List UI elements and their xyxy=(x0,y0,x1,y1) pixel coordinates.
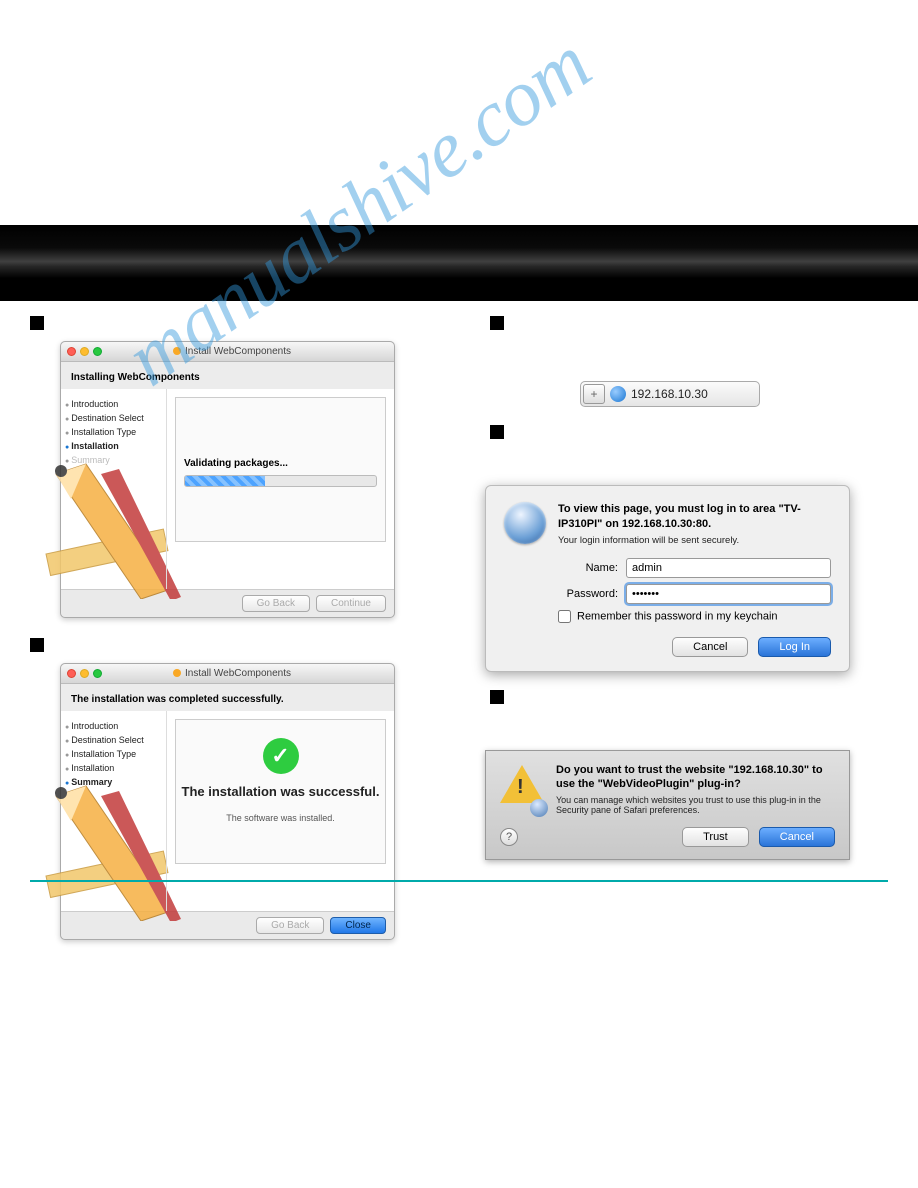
success-checkmark-icon: ✓ xyxy=(263,738,299,774)
step-label: Introduction xyxy=(71,721,118,731)
step-label: Destination Select xyxy=(71,413,144,423)
step-marker xyxy=(490,316,504,330)
installer-window-installing: Install WebComponents Installing WebComp… xyxy=(60,341,395,618)
progress-bar xyxy=(184,475,377,487)
window-title: Install WebComponents xyxy=(185,668,291,679)
step-marker xyxy=(490,425,504,439)
http-auth-dialog: To view this page, you must log in to ar… xyxy=(485,485,850,672)
password-label: Password: xyxy=(558,588,618,600)
browser-address-bar[interactable]: + 192.168.10.30 xyxy=(580,381,760,407)
installer-subtitle: Installing WebComponents xyxy=(71,368,384,389)
go-back-button[interactable]: Go Back xyxy=(256,917,324,934)
remember-checkbox[interactable] xyxy=(558,610,571,623)
trust-button[interactable]: Trust xyxy=(682,827,749,847)
installer-steps-sidebar: ●Introduction ●Destination Select ●Insta… xyxy=(61,389,166,589)
trust-message: Do you want to trust the website "192.16… xyxy=(556,764,823,790)
cancel-button[interactable]: Cancel xyxy=(672,637,748,657)
continue-button[interactable]: Continue xyxy=(316,595,386,612)
auth-message: To view this page, you must log in to ar… xyxy=(558,502,831,532)
step-label: Introduction xyxy=(71,399,118,409)
window-titlebar: Install WebComponents xyxy=(61,664,394,684)
step-label: Summary xyxy=(71,777,112,787)
trust-subtext: You can manage which websites you trust … xyxy=(556,795,835,815)
window-title: Install WebComponents xyxy=(185,346,291,357)
remember-checkbox-row: Remember this password in my keychain xyxy=(558,610,831,623)
page-header-banner xyxy=(0,225,918,301)
step-label: Destination Select xyxy=(71,735,144,745)
step-label: Installation Type xyxy=(71,427,136,437)
warning-icon xyxy=(500,765,544,803)
url-text: 192.168.10.30 xyxy=(631,387,708,401)
installer-window-success: Install WebComponents The installation w… xyxy=(60,663,395,940)
step-marker xyxy=(490,690,504,704)
section-divider xyxy=(30,880,888,882)
safari-badge-icon xyxy=(530,799,548,817)
close-button[interactable]: Close xyxy=(330,917,386,934)
go-back-button[interactable]: Go Back xyxy=(242,595,310,612)
safari-icon xyxy=(504,502,546,544)
name-label: Name: xyxy=(558,562,618,574)
login-button[interactable]: Log In xyxy=(758,637,831,657)
password-input[interactable] xyxy=(626,584,831,604)
remember-label: Remember this password in my keychain xyxy=(577,610,778,622)
installer-subtitle: The installation was completed successfu… xyxy=(71,690,384,711)
step-marker xyxy=(30,316,44,330)
status-text: Validating packages... xyxy=(176,398,385,475)
step-label: Installation Type xyxy=(71,749,136,759)
globe-icon xyxy=(610,386,626,402)
success-subtitle: The software was installed. xyxy=(176,813,385,823)
help-button[interactable]: ? xyxy=(500,828,518,846)
auth-secure-note: Your login information will be sent secu… xyxy=(558,535,831,546)
plugin-trust-dialog: Do you want to trust the website "192.16… xyxy=(485,750,850,861)
cancel-button[interactable]: Cancel xyxy=(759,827,835,847)
window-titlebar: Install WebComponents xyxy=(61,342,394,362)
step-marker xyxy=(30,638,44,652)
step-label: Summary xyxy=(71,455,110,465)
step-label: Installation xyxy=(71,763,114,773)
step-label: Installation xyxy=(71,441,119,451)
success-title: The installation was successful. xyxy=(176,784,385,799)
name-input[interactable] xyxy=(626,558,831,578)
add-tab-button[interactable]: + xyxy=(583,384,605,404)
